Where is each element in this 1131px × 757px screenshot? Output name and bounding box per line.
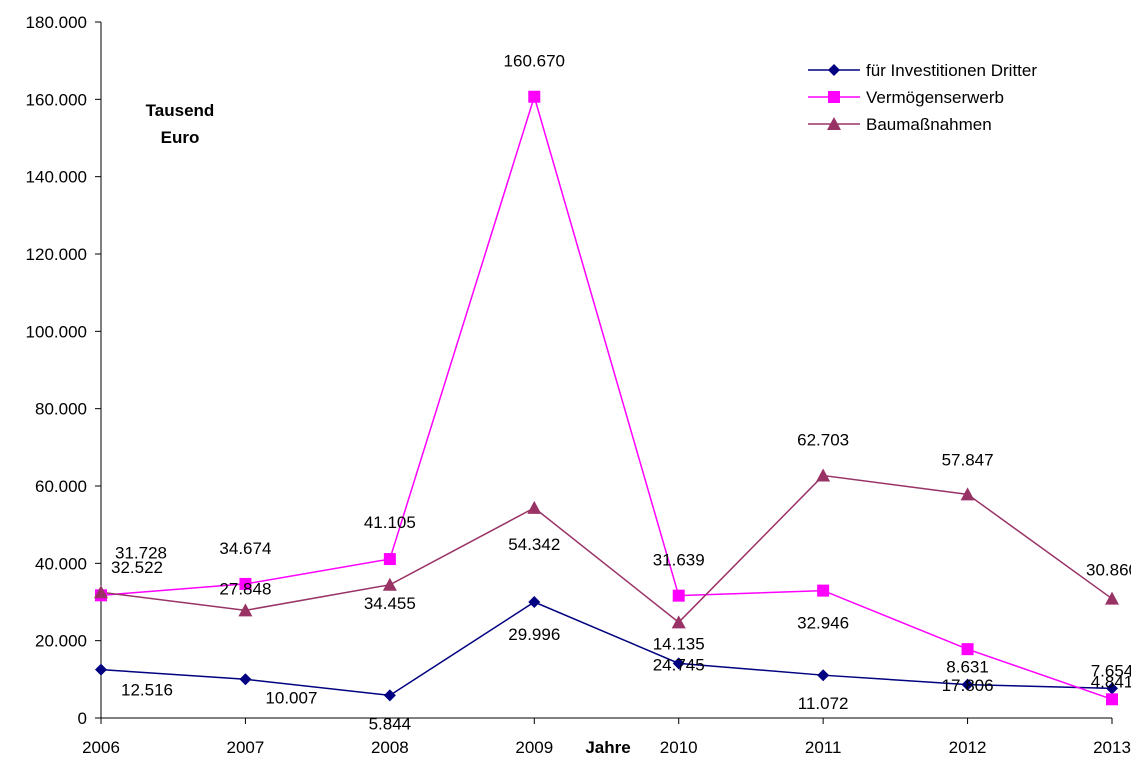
data-point <box>672 589 685 602</box>
data-point <box>527 500 542 514</box>
data-label: 11.072 <box>798 694 849 713</box>
data-point <box>961 643 974 656</box>
unit-label-line-1: Tausend <box>146 101 215 120</box>
x-tick-label: 2009 <box>515 738 553 757</box>
data-point <box>817 584 830 597</box>
data-label: 8.631 <box>946 658 989 677</box>
y-tick-label: 20.000 <box>35 632 87 651</box>
legend-marker <box>827 117 841 130</box>
x-axis-title: Jahre <box>585 738 630 757</box>
data-point <box>960 487 975 501</box>
data-label: 10.007 <box>265 688 317 707</box>
y-tick-label: 120.000 <box>26 245 87 264</box>
data-point <box>816 468 831 482</box>
data-point <box>961 678 974 691</box>
data-label: 57.847 <box>942 450 994 469</box>
data-point <box>1105 591 1119 605</box>
y-tick-label: 140.000 <box>26 168 87 187</box>
data-point <box>383 553 396 566</box>
y-tick-label: 40.000 <box>35 554 87 573</box>
series-line <box>100 601 1113 697</box>
x-tick-label: 2008 <box>371 738 409 757</box>
data-point <box>383 689 396 702</box>
series-markers <box>94 90 1119 706</box>
data-label: 34.455 <box>364 594 416 613</box>
y-tick-label: 160.000 <box>26 90 87 109</box>
data-label: 160.670 <box>504 52 565 71</box>
x-tick-label: 2010 <box>660 738 698 757</box>
data-label: 17.806 <box>942 676 994 695</box>
series-lines <box>100 94 1113 700</box>
data-point <box>94 585 108 599</box>
data-label: 34.674 <box>219 539 271 558</box>
axes <box>100 22 1112 719</box>
data-label: 62.703 <box>797 431 849 450</box>
data-label: 7.654 <box>1091 661 1131 680</box>
y-tick-label: 100.000 <box>26 322 87 341</box>
x-tick-label: 2011 <box>805 738 842 757</box>
data-label: 32.522 <box>111 558 163 577</box>
data-point <box>671 615 686 629</box>
data-label: 31.728 <box>115 543 167 562</box>
data-label: 5.844 <box>369 714 412 733</box>
data-labels: 12.516 10.007 5.844 29.996 14.135 11.072 8.631… <box>111 52 1131 734</box>
series-line <box>100 474 1113 624</box>
legend-label: für Investitionen Dritter <box>866 61 1037 80</box>
data-label: 31.639 <box>653 551 705 570</box>
x-tick-label: 2012 <box>949 738 987 757</box>
data-label: 24.745 <box>653 655 705 674</box>
legend-marker <box>828 91 840 103</box>
data-point <box>672 657 685 670</box>
legend-marker <box>828 64 840 76</box>
data-point <box>95 663 107 676</box>
y-tick-label: 60.000 <box>35 477 87 496</box>
data-label: 30.860 <box>1086 561 1131 580</box>
data-label: 41.105 <box>364 513 416 532</box>
data-label: 54.342 <box>508 535 560 554</box>
x-axis-ticks: 2006 2007 2008 2009 2010 2011 2012 2013 <box>82 718 1131 757</box>
data-label: 29.996 <box>508 625 560 644</box>
data-label: 32.946 <box>797 614 849 633</box>
data-point <box>1106 693 1118 706</box>
legend-label: Baumaßnahmen <box>866 115 992 134</box>
y-tick-label: 180.000 <box>26 13 87 32</box>
data-label: 27.848 <box>219 579 271 598</box>
data-label: 4.841 <box>1091 672 1131 691</box>
series-line <box>100 94 1113 700</box>
unit-label-line-2: Euro <box>161 128 200 147</box>
x-tick-label: 2007 <box>227 738 265 757</box>
data-point <box>528 596 541 609</box>
y-axis-ticks: 0 20.000 40.000 60.000 80.000 100.000 120.000 1… <box>26 13 101 728</box>
data-label: 12.516 <box>121 681 173 700</box>
legend: für Investitionen Dritter Vermögenserwerb… <box>808 61 1037 134</box>
x-tick-label: 2006 <box>82 738 120 757</box>
data-label: 14.135 <box>653 634 705 653</box>
legend-label: Vermögenserwerb <box>866 88 1004 107</box>
y-tick-label: 0 <box>78 709 87 728</box>
y-tick-label: 80.000 <box>35 400 87 419</box>
data-point <box>528 90 541 103</box>
data-point <box>1106 682 1118 695</box>
x-tick-label: 2013 <box>1093 738 1131 757</box>
data-point <box>239 673 252 686</box>
data-point <box>239 577 252 590</box>
data-point <box>238 603 253 617</box>
data-point <box>817 669 830 682</box>
data-point <box>382 577 397 591</box>
